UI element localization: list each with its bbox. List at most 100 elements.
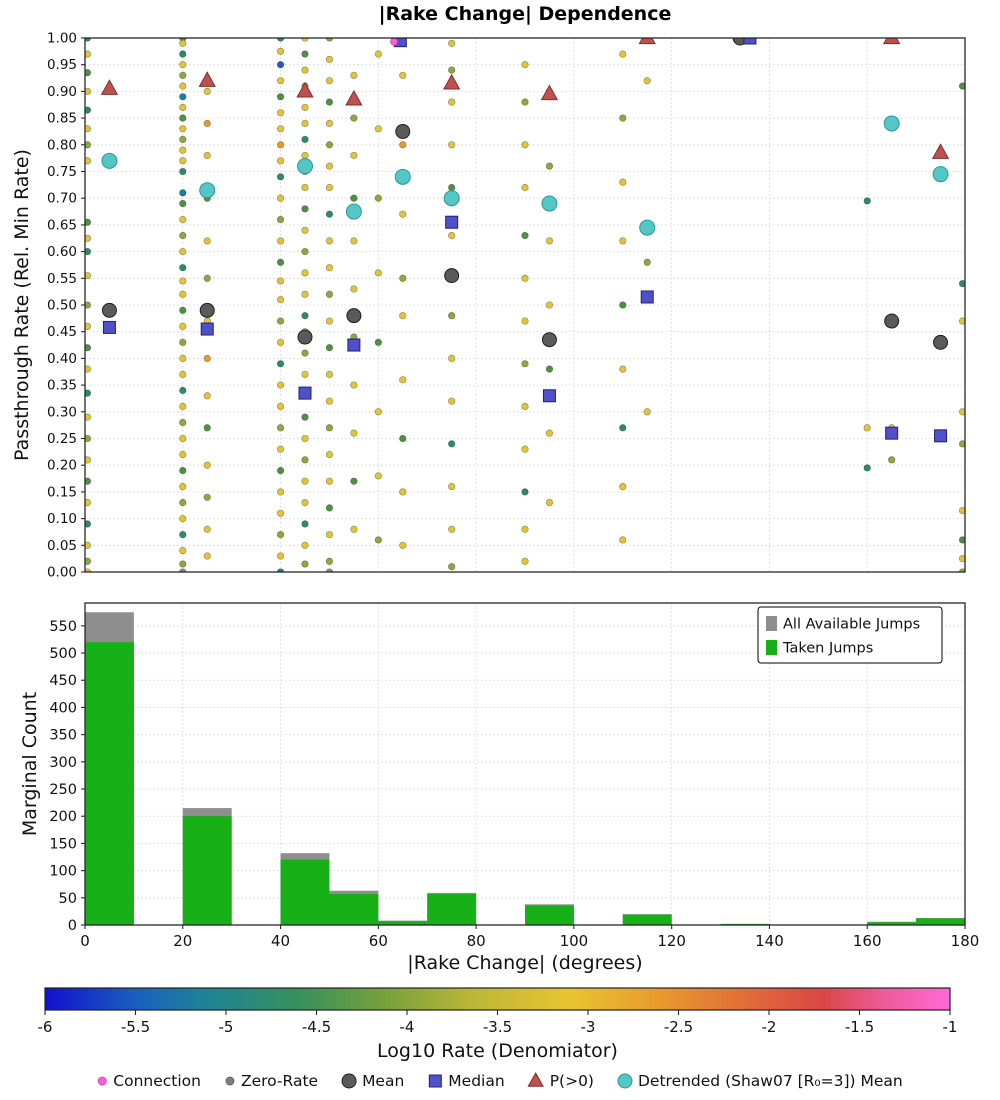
y-tick-label: 250 [49,782,77,798]
median-marker [743,38,757,45]
colorbar-tick-label: -5.5 [121,1018,150,1036]
bottom-legend-item: P(>0) [527,1071,594,1090]
x-tick-label: 0 [80,932,90,950]
scatter-gridlines [85,38,965,572]
y-tick-label: 0.40 [47,351,77,367]
histogram-panel: 0 50 100 150 200 250 300 350 400 450 500 550 0 20 40 60… [19,602,979,974]
y-tick-label: 0.65 [47,217,77,233]
median-icon [428,1074,442,1088]
colorbar-tick-label: -3.5 [483,1018,512,1036]
colorbar-tick-label: -1 [943,1018,958,1036]
connection-icon [97,1076,107,1086]
detrended-marker [345,203,362,220]
bar-taken [916,918,965,925]
detrended-marker [639,219,656,236]
detrended-marker [443,190,460,207]
bottom-legend-label: Mean [362,1072,404,1090]
y-tick-label: 0.05 [47,538,77,554]
detrended-marker [932,166,949,183]
bottom-legend-item: Median [428,1072,505,1090]
y-tick-label: 0.35 [47,378,77,394]
zero-rate-icon [225,1076,235,1086]
bar-taken [622,914,672,925]
bottom-legend-item: Connection [97,1072,201,1090]
y-tick-label: 0.70 [47,191,77,207]
mean-marker [884,313,900,329]
x-tick-label: 120 [657,932,686,950]
y-tick-label: 0.45 [47,324,77,340]
y-tick-label: 0 [68,918,77,934]
mean-marker [346,308,362,324]
x-tick-label: 180 [951,932,980,950]
y-tick-label: 150 [49,836,77,852]
y-tick-label: 0.55 [47,271,77,287]
connection-marker [390,38,398,46]
median-marker [640,290,654,304]
y-tick-label: 450 [49,673,77,689]
y-tick-label: 350 [49,728,77,744]
p-gt0-marker [100,79,119,95]
x-tick-label: 80 [467,932,486,950]
detrended-marker [883,115,900,132]
colorbar-tick-label: -2.5 [664,1018,693,1036]
x-tick-label: 20 [173,932,192,950]
median-marker [445,215,459,229]
histogram-bars [85,612,965,925]
bottom-legend-label: Zero-Rate [241,1072,318,1090]
bottom-legend-item: Detrended (Shaw07 [R₀=3]) Mean [617,1072,903,1090]
y-tick-label: 400 [49,700,77,716]
legend-label: Taken Jumps [782,641,873,657]
y-tick-label: 0.00 [47,565,77,581]
histogram-axes: 0 50 100 150 200 250 300 350 400 450 500 550 0 20 40 60… [49,619,979,950]
legend-swatch [766,616,777,631]
x-tick-label: 40 [271,932,290,950]
y-tick-label: 200 [49,809,77,825]
detrended-marker [297,158,313,175]
median-marker [885,426,899,440]
median-marker [347,338,361,352]
colorbar-axis-label: Log10 Rate (Denomiator) [377,1040,618,1062]
mean-marker [297,329,313,345]
y-tick-label: 100 [49,864,77,880]
median-marker [542,389,556,403]
mean-marker [199,302,215,318]
bar-taken [280,859,330,925]
scatter-panel: 0.00 0.05 0.10 0.15 0.20 0.25 0.30 0.35 0.40 0.45… [11,31,966,581]
colorbar-gradient [44,987,951,1011]
y-tick-label: 1.00 [47,31,77,47]
y-tick-label: 0.50 [47,298,77,314]
detrended-shaw07-r-3-mean-icon [617,1073,633,1089]
histogram-y-axis-label: Marginal Count [19,692,41,836]
bar-taken [329,893,379,925]
bottom-legend-item: Zero-Rate [225,1072,318,1090]
y-tick-label: 0.10 [47,511,77,527]
y-tick-label: 550 [49,619,77,635]
p-gt0-marker [882,38,901,45]
y-tick-label: 0.15 [47,484,77,500]
y-tick-label: 0.60 [47,244,77,260]
histogram-legend: All Available Jumps Taken Jumps [757,606,943,664]
median-marker [200,322,214,336]
colorbar-tick-label: -4 [400,1018,415,1036]
x-tick-label: 160 [853,932,882,950]
y-tick-label: 500 [49,646,77,662]
bottom-legend-label: Connection [113,1072,201,1090]
y-tick-label: 0.95 [47,57,77,73]
y-tick-label: 0.30 [47,404,77,420]
p-gt0-marker [345,89,363,106]
p-gt0-marker [540,84,559,101]
bar-taken [525,905,574,925]
bottom-legend-label: Detrended (Shaw07 [R₀=3]) Mean [638,1072,903,1090]
legend-label: All Available Jumps [783,617,920,633]
colorbar-tick-label: -4.5 [302,1018,331,1036]
scatter-y-axis-label: Passthrough Rate (Rel. Min Rate) [11,149,33,461]
y-tick-label: 0.20 [47,458,77,474]
scatter-y-axis: 0.00 0.05 0.10 0.15 0.20 0.25 0.30 0.35 0.40 0.45… [47,31,85,581]
chart-title: |Rake Change| Dependence [378,3,672,25]
p-gt0-marker [198,71,216,87]
y-tick-label: 300 [49,755,77,771]
y-tick-label: 0.85 [47,111,77,127]
x-tick-label: 60 [369,932,388,950]
